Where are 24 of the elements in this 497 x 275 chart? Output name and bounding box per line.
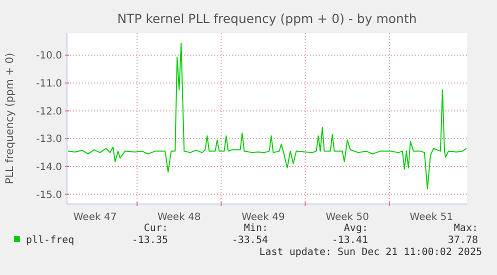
text: Last update: Sun Dec 21 11:00:02 2025 bbox=[259, 247, 482, 258]
chart-title: NTP kernel PLL frequency (ppm + 0) - by month bbox=[117, 11, 417, 26]
y-tick-label: -15.0 bbox=[36, 190, 62, 201]
x-tick-label: Week 48 bbox=[157, 212, 201, 223]
text: Min: bbox=[244, 223, 268, 234]
text: -13.35 bbox=[132, 235, 168, 246]
y-tick-label: -13.0 bbox=[36, 134, 62, 146]
text: -13.41 bbox=[332, 235, 368, 246]
text: Cur: bbox=[144, 223, 168, 234]
text: 37.78 bbox=[448, 235, 478, 246]
y-axis-title: PLL frequency (ppm + 0) bbox=[4, 52, 16, 184]
y-tick-label: -10.0 bbox=[36, 50, 62, 62]
y-tick-label: -12.0 bbox=[36, 106, 62, 118]
x-tick-label: Week 47 bbox=[73, 212, 117, 223]
y-tick-label: -14.0 bbox=[36, 162, 62, 173]
text: Avg: bbox=[344, 223, 368, 234]
text: Max: bbox=[454, 223, 478, 234]
y-tick-label: -11.0 bbox=[36, 78, 62, 90]
x-tick-label: Week 51 bbox=[410, 212, 454, 223]
text: -33.54 bbox=[232, 235, 268, 246]
legend-label: pll-freq bbox=[26, 235, 74, 246]
line-series bbox=[68, 42, 467, 190]
x-tick-label: Week 50 bbox=[326, 212, 370, 223]
x-tick-label: Week 49 bbox=[242, 212, 285, 223]
